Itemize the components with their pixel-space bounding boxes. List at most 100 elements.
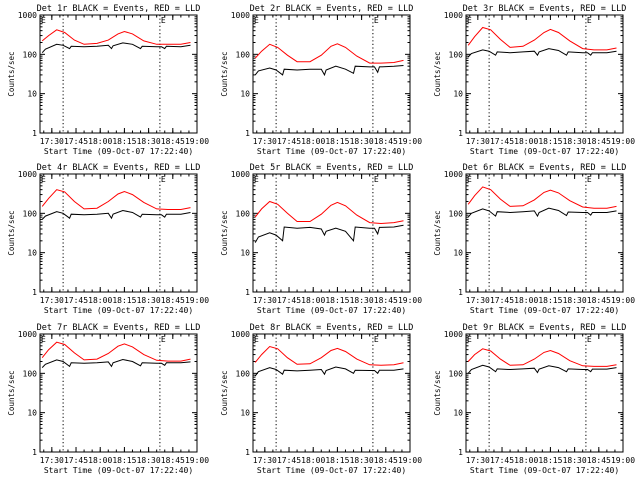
y-tick-label: 100 [449, 209, 464, 218]
y-axis-label: Counts/sec [220, 210, 229, 255]
x-tick-label: 18:00 [88, 296, 112, 305]
detector-panel-6: Det 6r BLACK = Events, RED = LLD 1 10 100 10… [433, 163, 635, 315]
x-tick-label: 18:15 [112, 456, 136, 465]
x-tick-label: 18:30 [350, 456, 374, 465]
panel-title: Det 1r BLACK = Events, RED = LLD [37, 4, 201, 14]
x-tick-label: 17:30 [40, 137, 64, 146]
panel-title: Det 2r BLACK = Events, RED = LLD [250, 4, 414, 14]
e-marker: E [587, 335, 592, 344]
plot-frame [252, 333, 411, 453]
x-tick-label: 18:15 [538, 137, 562, 146]
e-marker: E [587, 175, 592, 184]
x-tick-label: 18:00 [514, 137, 538, 146]
y-tick-label: 1 [458, 288, 463, 297]
y-axis-label: Counts/sec [7, 370, 16, 415]
detector-panel-9: Det 9r BLACK = Events, RED = LLD 1 10 100 10… [433, 323, 635, 475]
x-tick-label: 19:00 [185, 137, 209, 146]
x-tick-label: 18:00 [514, 296, 538, 305]
y-tick-label: 1 [245, 288, 250, 297]
y-tick-label: 1000 [231, 330, 250, 339]
x-tick-label: 17:45 [277, 456, 301, 465]
x-tick-label: 17:30 [466, 137, 490, 146]
x-tick-label: 19:00 [611, 137, 635, 146]
x-tick-label: 18:30 [563, 296, 587, 305]
detector-panel-1: Det 1r BLACK = Events, RED = LLD 1 10 100 10… [7, 4, 209, 156]
lld-series-line [254, 345, 404, 366]
events-series-line [41, 209, 191, 220]
y-tick-label: 10 [27, 90, 37, 99]
x-tick-label: 17:45 [277, 296, 301, 305]
e-marker: E [161, 16, 166, 25]
x-tick-label: 18:30 [137, 137, 161, 146]
y-tick-label: 10 [240, 409, 250, 418]
e-marker: E [161, 335, 166, 344]
events-series-line [467, 364, 617, 374]
y-tick-label: 1000 [444, 170, 463, 179]
e-marker: E [467, 16, 472, 25]
x-tick-label: 18:45 [161, 137, 185, 146]
e-marker: E [41, 16, 46, 25]
x-tick-label: 17:45 [64, 137, 88, 146]
y-tick-label: 100 [23, 209, 38, 218]
events-series-line [254, 65, 404, 77]
x-tick-label: 19:00 [185, 296, 209, 305]
y-tick-label: 100 [23, 369, 38, 378]
x-tick-label: 18:45 [374, 137, 398, 146]
x-tick-label: 18:45 [587, 296, 611, 305]
x-axis-label: Start Time (09-Oct-07 17:22:40) [44, 466, 193, 475]
y-tick-label: 1000 [444, 11, 463, 20]
y-tick-label: 1 [458, 448, 463, 457]
panel-title: Det 4r BLACK = Events, RED = LLD [37, 163, 201, 173]
y-tick-label: 1000 [231, 11, 250, 20]
y-tick-label: 100 [449, 50, 464, 59]
y-tick-label: 100 [236, 369, 251, 378]
x-axis-label: Start Time (09-Oct-07 17:22:40) [470, 306, 619, 315]
x-tick-label: 17:30 [466, 456, 490, 465]
x-axis-label: Start Time (09-Oct-07 17:22:40) [470, 466, 619, 475]
x-tick-label: 18:15 [325, 456, 349, 465]
panel-title: Det 6r BLACK = Events, RED = LLD [463, 163, 627, 173]
y-tick-label: 100 [23, 50, 38, 59]
x-tick-label: 17:30 [40, 456, 64, 465]
events-series-line [467, 207, 617, 218]
x-tick-label: 17:45 [490, 456, 514, 465]
plot-frame [252, 14, 411, 134]
lld-series-line [41, 189, 191, 210]
x-tick-label: 18:00 [514, 456, 538, 465]
lld-series-line [254, 43, 404, 64]
y-tick-label: 1 [245, 448, 250, 457]
y-tick-label: 1 [32, 448, 37, 457]
x-tick-label: 18:45 [587, 137, 611, 146]
x-tick-label: 18:30 [137, 456, 161, 465]
x-tick-label: 18:15 [538, 296, 562, 305]
plot-frame [465, 173, 624, 293]
x-tick-label: 18:45 [161, 296, 185, 305]
x-tick-label: 19:00 [398, 456, 422, 465]
plot-frame [39, 333, 198, 453]
x-tick-label: 18:00 [301, 456, 325, 465]
events-series-line [467, 48, 617, 58]
plot-frame [465, 14, 624, 134]
y-axis-label: Counts/sec [433, 51, 442, 96]
y-tick-label: 1 [32, 288, 37, 297]
panel-title: Det 9r BLACK = Events, RED = LLD [463, 323, 627, 333]
x-tick-label: 19:00 [398, 296, 422, 305]
plot-frame [39, 173, 198, 293]
e-marker: E [374, 335, 379, 344]
x-tick-label: 18:45 [374, 456, 398, 465]
x-tick-label: 18:45 [587, 456, 611, 465]
y-axis-label: Counts/sec [7, 210, 16, 255]
x-tick-label: 17:45 [64, 456, 88, 465]
x-tick-label: 18:00 [301, 296, 325, 305]
x-tick-label: 17:30 [40, 296, 64, 305]
x-tick-label: 17:45 [490, 137, 514, 146]
y-tick-label: 100 [236, 209, 251, 218]
x-tick-label: 18:15 [325, 296, 349, 305]
lld-series-line [467, 186, 617, 209]
e-marker: E [254, 175, 259, 184]
detector-panel-5: Det 5r BLACK = Events, RED = LLD 1 10 100 10… [220, 163, 422, 315]
y-tick-label: 1000 [18, 330, 37, 339]
e-marker: E [467, 335, 472, 344]
detector-panel-8: Det 8r BLACK = Events, RED = LLD 1 10 100 10… [220, 323, 422, 475]
